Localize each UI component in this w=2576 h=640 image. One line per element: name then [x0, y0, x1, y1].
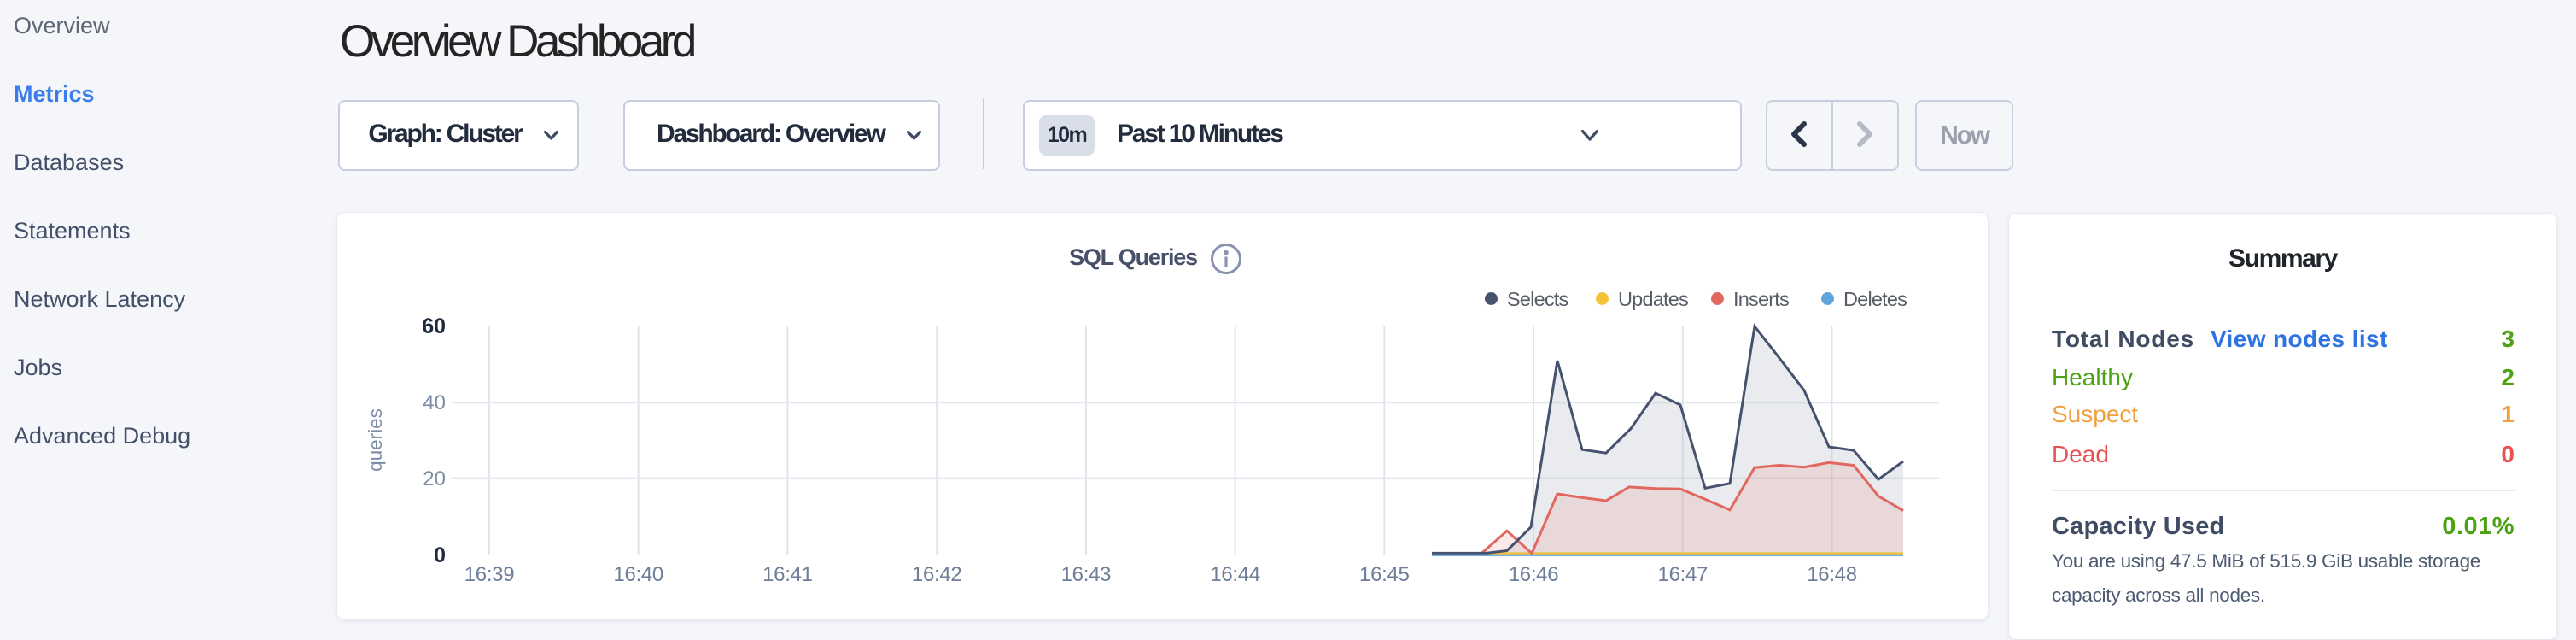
svg-text:16:48: 16:48	[1807, 563, 1857, 586]
svg-text:16:47: 16:47	[1658, 563, 1709, 586]
svg-text:0: 0	[434, 543, 446, 567]
svg-text:16:40: 16:40	[613, 563, 663, 586]
svg-text:16:41: 16:41	[762, 563, 813, 586]
svg-text:16:43: 16:43	[1061, 563, 1112, 586]
svg-text:20: 20	[423, 467, 446, 490]
svg-text:16:39: 16:39	[464, 563, 515, 586]
svg-text:16:46: 16:46	[1509, 563, 1559, 586]
svg-text:16:44: 16:44	[1210, 563, 1260, 586]
svg-text:60: 60	[422, 314, 446, 338]
svg-text:queries: queries	[365, 408, 386, 472]
svg-text:40: 40	[423, 391, 446, 414]
svg-text:16:42: 16:42	[912, 563, 962, 586]
svg-text:16:45: 16:45	[1359, 563, 1410, 586]
